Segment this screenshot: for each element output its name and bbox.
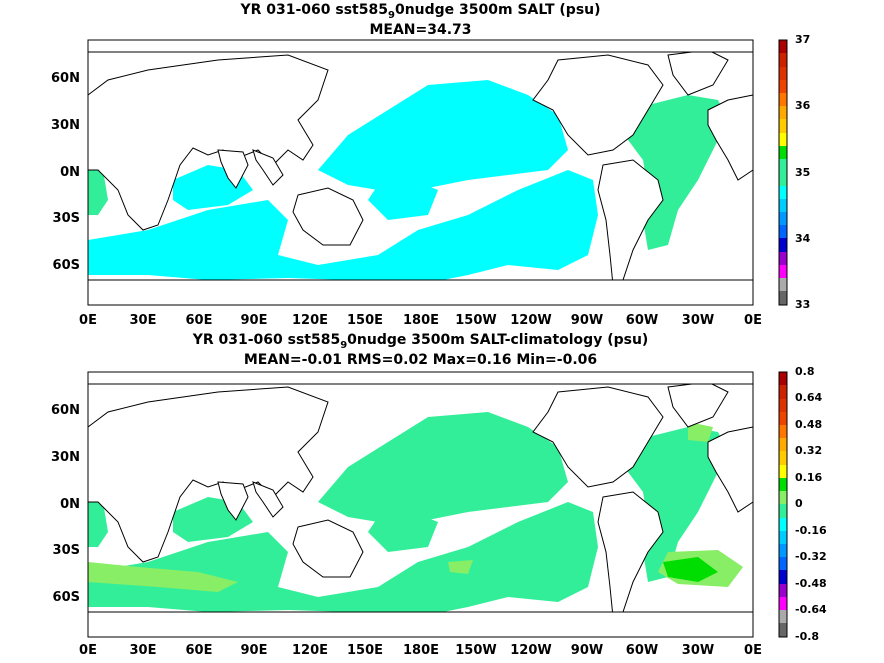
colorbar1-tick: 34 (795, 232, 811, 245)
colorbar1-tick: 35 (795, 166, 811, 179)
lon-label: 30E (129, 643, 157, 658)
lon-label: 120W (510, 313, 552, 328)
panel2-title: YR 031-060 sst58590nudge 3500m SALT-clim… (192, 332, 649, 351)
lat-label: 60S (52, 258, 80, 273)
lon-label: 30W (681, 313, 715, 328)
colorbar2-tick: 0.48 (795, 418, 823, 431)
lon-label: 0E (79, 313, 97, 328)
lon-label: 90W (570, 313, 604, 328)
colorbar1-tick: 33 (795, 298, 811, 311)
lon-label: 90W (570, 643, 604, 658)
lon-label: 120W (510, 643, 552, 658)
panel1-title: YR 031-060 sst58590nudge 3500m SALT (psu… (240, 2, 601, 21)
lat-label: 30N (51, 450, 80, 465)
lon-label: 0E (744, 313, 762, 328)
lat-label: 60N (51, 71, 80, 86)
colorbar2-tick: -0.64 (795, 603, 827, 616)
colorbar2-tick: -0.32 (795, 550, 827, 563)
lat-label: 60N (51, 403, 80, 418)
lat-label: 30S (52, 211, 80, 226)
panel1-subtitle: MEAN=34.73 (369, 22, 472, 38)
lon-label: 90E (240, 643, 268, 658)
lon-label: 180E (402, 313, 440, 328)
lon-label: 150E (346, 313, 384, 328)
lon-label: 90E (240, 313, 268, 328)
lon-label: 60E (185, 643, 213, 658)
colorbar-1 (778, 39, 788, 306)
lat-label: 60S (52, 590, 80, 605)
colorbar2-tick: -0.16 (795, 524, 827, 537)
colorbar2-tick: 0 (795, 497, 803, 510)
colorbar2-tick: 0.32 (795, 444, 823, 457)
colorbar1-tick: 36 (795, 99, 811, 112)
lat-label: 0N (60, 165, 80, 180)
lon-label: 180E (402, 643, 440, 658)
lon-label: 60E (185, 313, 213, 328)
colorbar-2 (778, 371, 788, 638)
lon-label: 150W (455, 313, 497, 328)
panel2-map (87, 371, 754, 638)
lon-label: 0E (79, 643, 97, 658)
colorbar2-tick: -0.8 (795, 630, 820, 643)
lat-label: 30N (51, 118, 80, 133)
lat-label: 0N (60, 497, 80, 512)
colorbar1-tick: 37 (795, 33, 811, 46)
lat-label: 30S (52, 543, 80, 558)
lon-label: 0E (744, 643, 762, 658)
lon-label: 150E (346, 643, 384, 658)
colorbar2-tick: 0.64 (795, 391, 823, 404)
lon-label: 30E (129, 313, 157, 328)
panel2-subtitle: MEAN=-0.01 RMS=0.02 Max=0.16 Min=-0.06 (243, 352, 598, 368)
lon-label: 60W (625, 643, 659, 658)
lon-label: 60W (625, 313, 659, 328)
colorbar2-tick: 0.16 (795, 471, 823, 484)
panel1-map (87, 39, 754, 306)
lon-label: 150W (455, 643, 497, 658)
lon-label: 120E (291, 313, 329, 328)
colorbar2-tick: -0.48 (795, 577, 827, 590)
colorbar2-tick: 0.8 (795, 365, 815, 378)
lon-label: 30W (681, 643, 715, 658)
lon-label: 120E (291, 643, 329, 658)
